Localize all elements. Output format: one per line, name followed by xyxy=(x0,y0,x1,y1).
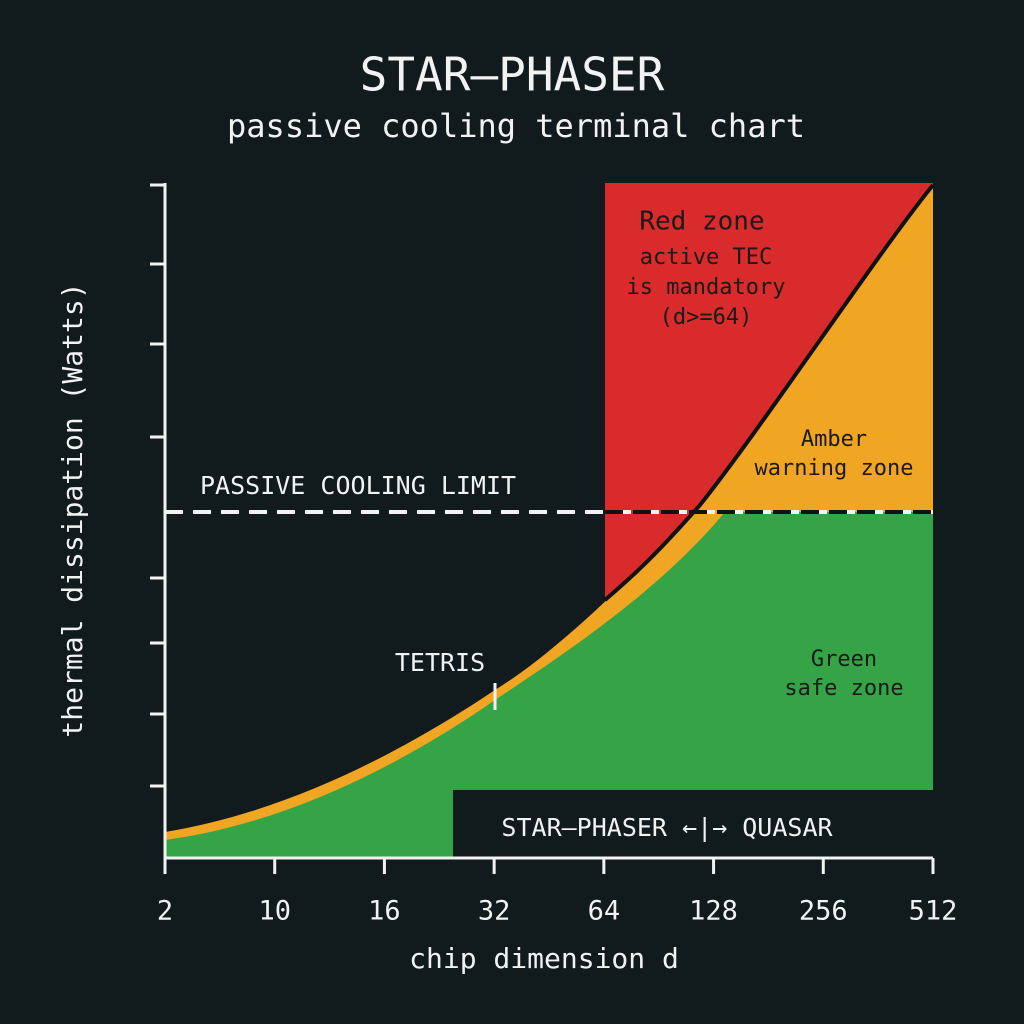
y-axis-label: thermal dissipation (Watts) xyxy=(56,282,89,737)
subtitle: passive cooling terminal chart xyxy=(227,107,805,145)
x-tick-label: 64 xyxy=(588,896,621,927)
limit-label: PASSIVE COOLING LIMIT xyxy=(200,471,516,500)
green-zone-text: safe zone xyxy=(784,676,903,701)
x-tick-label: 10 xyxy=(258,896,291,927)
x-tick-label: 32 xyxy=(478,896,511,927)
red-zone-text: (d>=64) xyxy=(660,305,753,330)
x-tick-label: 16 xyxy=(368,896,401,927)
title: STAR–PHASER xyxy=(360,48,665,102)
green-zone xyxy=(165,512,933,858)
boundary-curve xyxy=(603,183,935,602)
x-axis-label: chip dimension d xyxy=(409,942,679,975)
legend-text: STAR–PHASER ←|→ QUASAR xyxy=(501,813,833,842)
x-tick-label: 512 xyxy=(909,896,958,927)
x-tick-label: 2 xyxy=(157,896,173,927)
legend-box xyxy=(453,790,933,858)
axes xyxy=(150,183,933,860)
x-tick-label: 128 xyxy=(689,896,738,927)
amber-zone-text: Amber xyxy=(801,427,867,452)
x-tick-label: 256 xyxy=(799,896,848,927)
marker-label: TETRIS xyxy=(395,648,485,677)
red-zone xyxy=(605,183,933,600)
amber-zone-text: warning zone xyxy=(755,456,914,481)
red-zone-title: Red zone xyxy=(639,207,764,237)
red-zone-text: active TEC xyxy=(640,245,772,270)
red-zone-text: is mandatory xyxy=(627,275,786,300)
green-zone-text: Green xyxy=(811,647,877,672)
